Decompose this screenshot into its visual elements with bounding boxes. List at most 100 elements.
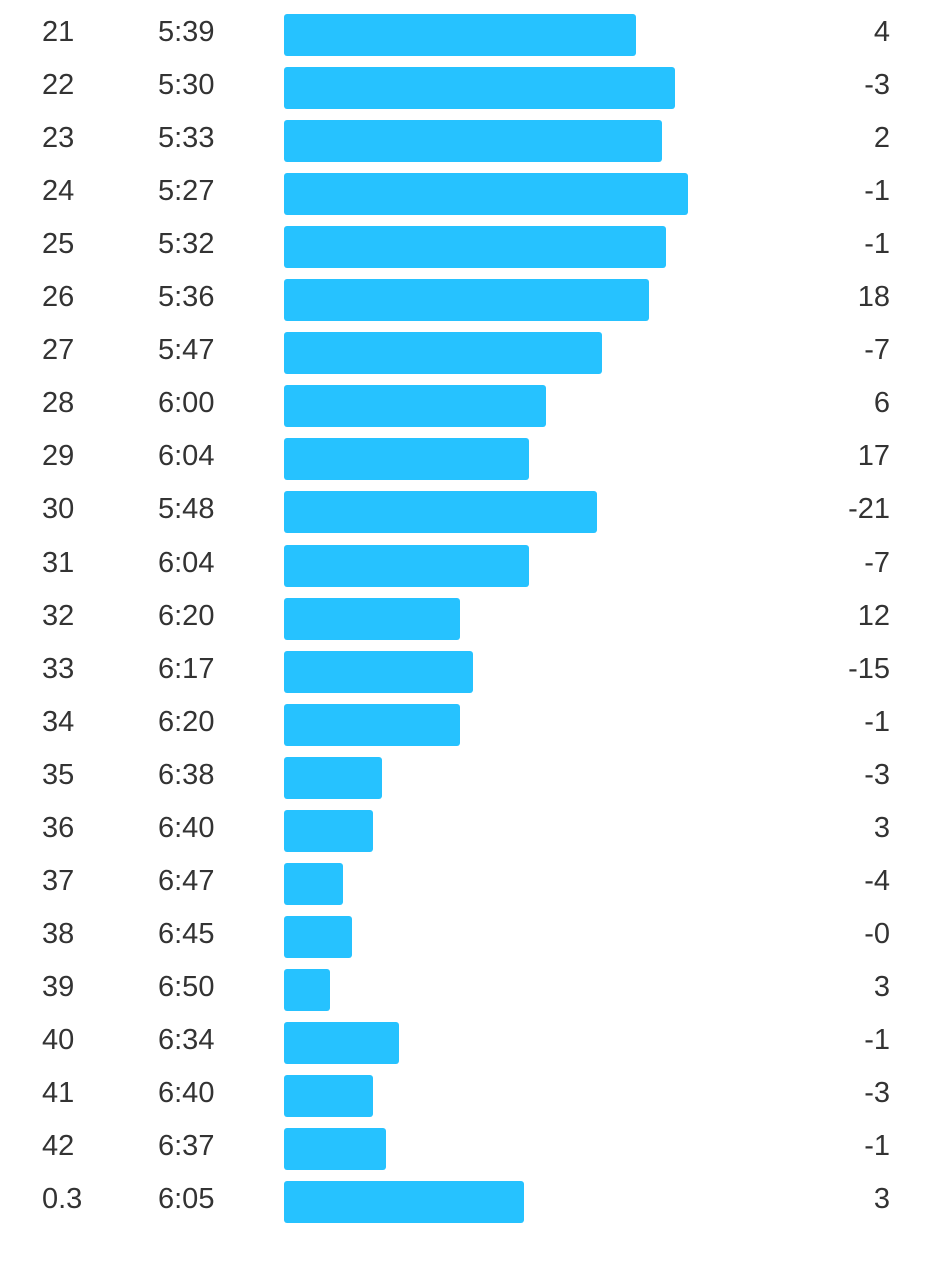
split-row: 22 5:30 -3: [0, 59, 935, 112]
split-pace-label: 6:40: [158, 1077, 215, 1109]
split-distance-label: 21: [42, 16, 75, 48]
split-distance-label: 23: [42, 122, 75, 155]
split-elevation-label: 3: [873, 811, 890, 844]
split-pace-label: 5:39: [158, 16, 215, 48]
split-elevation-label: 6: [873, 387, 890, 420]
split-pace-bar: [284, 809, 373, 852]
split-distance-label: 30: [42, 493, 75, 526]
split-distance-label: 36: [42, 811, 75, 844]
split-pace-bar: [284, 67, 675, 110]
split-elevation-label: 4: [873, 16, 890, 48]
split-elevation-label: -4: [864, 864, 890, 897]
split-pace-label: 5:36: [158, 281, 215, 314]
split-elevation-label: -1: [864, 705, 890, 738]
split-distance-label: 0.3: [42, 1183, 83, 1216]
split-distance-label: 24: [42, 175, 75, 208]
split-pace-bar: [284, 597, 460, 640]
split-pace-label: 6:17: [158, 652, 215, 685]
split-pace-label: 6:47: [158, 864, 215, 897]
split-pace-label: 6:34: [158, 1023, 215, 1056]
split-pace-bar: [284, 756, 382, 799]
split-elevation-label: 12: [857, 599, 890, 632]
split-pace-bar: [284, 544, 529, 587]
split-elevation-label: -1: [864, 1023, 890, 1056]
split-pace-bar: [284, 438, 529, 481]
split-pace-label: 6:37: [158, 1130, 215, 1163]
split-row: 23 5:33 2: [0, 112, 935, 165]
split-distance-label: 27: [42, 334, 75, 367]
split-pace-label: 6:05: [158, 1183, 215, 1216]
split-distance-label: 38: [42, 917, 75, 950]
split-row: 36 6:40 3: [0, 802, 935, 855]
split-row: 41 6:40 -3: [0, 1067, 935, 1120]
split-row: 0.3 6:05 3: [0, 1173, 935, 1226]
split-pace-label: 6:20: [158, 705, 215, 738]
split-row: 28 6:00 6: [0, 377, 935, 430]
split-pace-label: 6:50: [158, 970, 215, 1003]
split-distance-label: 37: [42, 864, 75, 897]
split-pace-label: 5:27: [158, 175, 215, 208]
split-row: 30 5:48 -21: [0, 483, 935, 536]
split-distance-label: 34: [42, 705, 75, 738]
split-row: 21 5:39 4: [0, 6, 935, 59]
split-pace-label: 5:33: [158, 122, 215, 155]
split-pace-bar: [284, 862, 343, 905]
split-elevation-label: 3: [873, 970, 890, 1003]
split-pace-bar: [284, 1075, 373, 1117]
split-elevation-label: 3: [873, 1183, 890, 1216]
split-elevation-label: 17: [857, 440, 890, 473]
split-elevation-label: -3: [864, 69, 890, 102]
split-row: 42 6:37 -1: [0, 1120, 935, 1173]
split-elevation-label: 2: [873, 122, 890, 155]
split-pace-bar: [284, 14, 636, 56]
split-distance-label: 29: [42, 440, 75, 473]
split-pace-bar: [284, 226, 666, 269]
split-distance-label: 35: [42, 758, 75, 791]
split-pace-bar: [284, 915, 352, 958]
split-row: 29 6:04 17: [0, 430, 935, 483]
split-pace-label: 5:47: [158, 334, 215, 367]
split-distance-label: 39: [42, 970, 75, 1003]
split-pace-bar: [284, 491, 597, 534]
split-pace-label: 5:30: [158, 69, 215, 102]
split-distance-label: 26: [42, 281, 75, 314]
split-row: 27 5:47 -7: [0, 324, 935, 377]
split-row: 24 5:27 -1: [0, 165, 935, 218]
split-distance-label: 31: [42, 546, 75, 579]
split-distance-label: 32: [42, 599, 75, 632]
split-pace-bar: [284, 703, 460, 746]
split-distance-label: 33: [42, 652, 75, 685]
split-row: 40 6:34 -1: [0, 1014, 935, 1067]
split-elevation-label: -3: [864, 758, 890, 791]
split-pace-label: 5:48: [158, 493, 215, 526]
split-pace-label: 6:20: [158, 599, 215, 632]
split-elevation-label: -1: [864, 175, 890, 208]
split-elevation-label: -0: [864, 917, 890, 950]
split-pace-bar: [284, 1021, 399, 1064]
split-pace-bar: [284, 385, 546, 428]
split-pace-label: 6:04: [158, 546, 215, 579]
split-row: 25 5:32 -1: [0, 218, 935, 271]
split-pace-bar: [284, 650, 473, 693]
split-pace-bar: [284, 279, 649, 322]
split-pace-label: 6:38: [158, 758, 215, 791]
split-distance-label: 42: [42, 1130, 75, 1163]
split-pace-label: 5:32: [158, 228, 215, 261]
split-row: 26 5:36 18: [0, 271, 935, 324]
split-elevation-label: -7: [864, 334, 890, 367]
split-elevation-label: -15: [848, 652, 890, 685]
split-elevation-label: -1: [864, 1130, 890, 1163]
split-pace-label: 6:04: [158, 440, 215, 473]
split-row: 37 6:47 -4: [0, 855, 935, 908]
split-elevation-label: -1: [864, 228, 890, 261]
split-elevation-label: -21: [848, 493, 890, 526]
split-pace-label: 6:00: [158, 387, 215, 420]
split-row: 38 6:45 -0: [0, 908, 935, 961]
split-row: 34 6:20 -1: [0, 696, 935, 749]
split-row: 39 6:50 3: [0, 961, 935, 1014]
split-pace-bar: [284, 173, 688, 216]
split-distance-label: 25: [42, 228, 75, 261]
split-distance-label: 22: [42, 69, 75, 102]
split-row: 33 6:17 -15: [0, 643, 935, 696]
split-distance-label: 28: [42, 387, 75, 420]
